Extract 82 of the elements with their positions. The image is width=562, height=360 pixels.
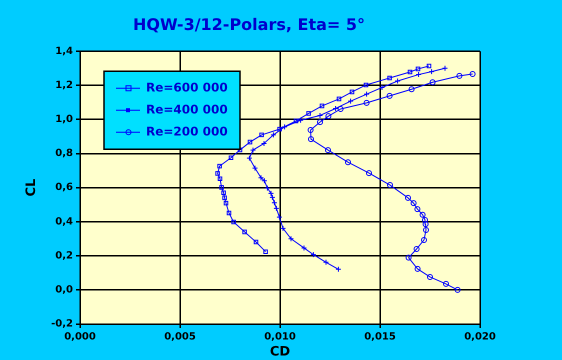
- point: [242, 230, 247, 234]
- point: [248, 140, 252, 144]
- point: [217, 164, 222, 168]
- point: [414, 266, 421, 272]
- point: [246, 155, 252, 162]
- point: [414, 206, 420, 212]
- point: [456, 72, 462, 79]
- point: [408, 86, 415, 92]
- point: [410, 200, 417, 206]
- point: [422, 216, 428, 223]
- point: [387, 182, 393, 188]
- point: [219, 185, 224, 190]
- point: [350, 90, 354, 94]
- y-tick-label: -0,2: [51, 318, 74, 330]
- point: [306, 111, 311, 116]
- y-tick-label: 0,6: [55, 182, 74, 194]
- point: [345, 159, 351, 166]
- x-axis-title: CD: [270, 344, 290, 360]
- point: [270, 132, 276, 138]
- point: [387, 76, 392, 80]
- point: [259, 132, 264, 138]
- point: [420, 212, 426, 218]
- point: [325, 113, 332, 120]
- point: [228, 155, 234, 160]
- point: [308, 136, 314, 142]
- point: [317, 119, 323, 126]
- point: [386, 92, 393, 99]
- point: [406, 254, 412, 261]
- point: [426, 64, 432, 68]
- x-tick-label: 0,010: [264, 332, 296, 343]
- point: [405, 194, 411, 201]
- x-tick-label: 0,000: [64, 332, 96, 343]
- y-tick-label: 0,0: [55, 284, 74, 296]
- point: [414, 246, 420, 252]
- x-tick-label: 0,015: [364, 332, 396, 343]
- point: [222, 196, 227, 200]
- point: [408, 70, 412, 74]
- legend-label: Re=600 000: [146, 80, 228, 94]
- legend-label: Re=200 000: [146, 124, 228, 138]
- point: [226, 210, 232, 216]
- point: [338, 106, 344, 112]
- y-tick-label: 1,2: [55, 80, 74, 91]
- point: [470, 71, 476, 78]
- x-tick-label: 0,020: [464, 332, 496, 343]
- point: [231, 220, 236, 224]
- point: [416, 66, 420, 72]
- chart-title: HQW-3/12-Polars, Eta= 5°: [133, 14, 365, 34]
- y-tick-label: 1,4: [55, 46, 74, 57]
- point: [454, 286, 461, 293]
- point: [336, 96, 342, 102]
- point: [218, 176, 222, 181]
- point: [308, 126, 314, 133]
- point: [276, 214, 282, 220]
- point: [320, 104, 324, 108]
- point: [215, 171, 220, 176]
- point: [224, 200, 228, 206]
- point: [422, 221, 429, 228]
- point: [254, 240, 258, 244]
- point: [366, 170, 372, 176]
- point: [325, 147, 331, 154]
- y-axis-title: CL: [24, 178, 40, 197]
- point: [364, 100, 370, 106]
- x-tick-label: 0,005: [164, 332, 196, 343]
- point: [294, 118, 298, 124]
- point: [277, 126, 282, 132]
- legend-label: Re=400 000: [146, 102, 228, 116]
- point: [427, 274, 433, 280]
- point: [423, 227, 429, 234]
- point: [364, 82, 368, 88]
- point: [263, 249, 268, 254]
- y-tick-label: 0,2: [55, 250, 74, 262]
- point: [443, 280, 449, 287]
- point: [364, 91, 370, 98]
- point: [261, 178, 268, 184]
- y-tick-label: 1,0: [55, 114, 74, 125]
- point: [421, 236, 427, 243]
- y-tick-label: 0,4: [55, 216, 74, 228]
- point: [221, 190, 226, 195]
- point: [310, 252, 316, 258]
- point: [430, 79, 436, 86]
- y-tick-label: 0,8: [55, 148, 74, 160]
- point: [348, 98, 354, 104]
